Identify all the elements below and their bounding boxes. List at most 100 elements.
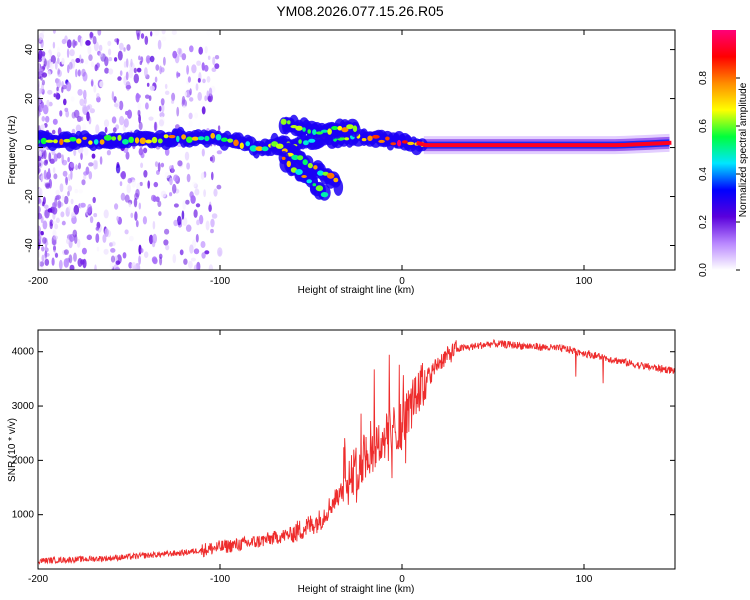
spectrogram-noise-blob [93,213,98,218]
spectrogram-noise-blob [172,253,177,264]
spectrogram-ridge-halo [333,178,344,196]
spectrogram-noise-blob [123,47,126,52]
spectrogram-noise-blob [42,220,48,230]
spectrogram-noise-blob [139,181,143,187]
spectrogram-ridge-core [302,127,306,132]
snr-ticks: -200 -100 0 100 1000 2000 3000 4000 [12,330,675,585]
spectrogram-ridge-core [151,136,158,144]
snr-frame [37,329,676,570]
spectrogram-noise-blob [198,121,202,128]
spectrogram-noise-blob [42,196,46,205]
spectrogram-noise-blob [161,36,167,42]
spectrogram-noise-blob [214,63,220,69]
spectrogram-noise-blob [70,170,73,180]
spectrogram-noise-blob [56,152,62,159]
spectrogram-noise-blob [125,84,132,90]
spectrogram-ridge-core [99,139,105,145]
spectrogram-noise-blob [158,119,165,127]
spectrogram-noise-blob [210,228,214,234]
colorbar-label: Normalized spectral amplitude [738,82,749,217]
spectrogram-noise-blob [52,167,56,174]
spectrogram-noise-blob [46,60,50,70]
spectrogram-noise-blob [127,109,132,119]
spectrogram-ridge-core [145,139,152,144]
spectrogram-ridge-core [215,134,222,141]
spectrogram-noise-blob [95,160,98,170]
spectrogram-noise-blob [109,242,113,247]
spectrogram-noise-blob [38,198,42,204]
spectrogram-x-tick-label: -200 [28,276,48,287]
spectrogram-x-tick-label: 100 [576,276,593,287]
spectrogram-noise-blob [80,152,83,160]
spectrogram-ridge-core [122,139,129,145]
spectrogram-noise-blob [80,37,83,47]
spectrogram-ridge-core [401,140,408,144]
spectrogram-noise-blob [218,250,222,256]
spectrogram-noise-blob [138,121,143,131]
spectrogram-ridge-core [249,145,258,152]
colorbar-tick-label: 0.2 [698,215,709,229]
spectrogram-noise-blob [52,118,58,125]
spectrogram-noise-blob [95,233,100,244]
spectrogram-noise-blob [83,97,87,105]
spectrogram-noise-blob [92,196,96,204]
spectrogram-y-tick-label: 20 [24,93,35,105]
spectrogram-ridge-core [297,155,304,161]
spectrogram-noise-blob [212,56,216,66]
spectrogram-noise-blob [86,234,93,241]
spectrogram-noise-blob [74,165,80,170]
spectrogram-noise-blob [173,203,179,208]
spectrogram-noise-blob [50,121,54,127]
spectrogram-noise-blob [53,153,58,162]
spectrogram-noise-blob [204,95,208,102]
spectrogram-ridge-core [261,146,269,152]
spectrogram-noise-blob [164,171,170,179]
spectrogram-noise-blob [192,181,197,188]
spectrogram-noise-blob [44,258,50,266]
spectrogram-noise-blob [133,73,139,84]
spectrogram-noise-blob [86,105,91,111]
spectrogram-noise-blob [55,92,60,100]
spectrogram-noise-blob [61,81,64,88]
spectrogram-noise-blob [213,188,218,197]
spectrogram-noise-blob [83,171,88,176]
spectrogram-noise-blob [193,264,198,270]
spectrogram-ridge-core [197,136,205,141]
spectrogram-noise-blob [57,57,60,64]
spectrogram-noise-blob [201,252,206,259]
spectrogram-noise-blob [207,55,211,60]
spectrogram-noise-blob [139,61,143,65]
spectrogram-noise-blob [171,92,176,102]
spectrogram-noise-blob [160,98,165,106]
spectrogram-ridge-core [407,141,415,146]
snr-x-tick-label: 100 [576,574,593,585]
spectrogram-noise-blob [66,238,71,245]
spectrogram-noise-blob [207,95,212,102]
spectrogram-ridge-core [157,138,163,144]
spectrogram-ridge-core [176,135,180,143]
spectrogram-noise-blob [68,174,71,181]
spectrogram-noise-blob [114,267,120,270]
spectrogram-noise-blob [208,264,214,270]
spectrogram-noise-blob [88,54,93,61]
spectrogram-noise-blob [183,258,188,265]
spectrogram-ridge-core [117,134,122,141]
spectrogram-noise-blob [140,248,144,253]
spectrogram-noise-blob [204,250,210,255]
spectrogram-noise-blob [45,174,49,181]
spectrogram-noise-blob [57,68,60,75]
spectrogram-ridge-core [327,128,332,135]
spectrogram-noise-blob [191,64,197,74]
spectrogram-noise-blob [164,90,170,96]
spectrogram-noise-blob [69,264,75,270]
spectrogram-noise-blob [65,176,68,186]
spectrogram-noise-blob [79,98,85,107]
spectrogram-noise-blob [145,102,149,110]
snr-y-tick-label: 2000 [12,455,35,466]
spectrogram-noise-blob [67,205,71,213]
spectrogram-noise-blob [39,32,44,40]
spectrogram-noise-blob [159,112,165,118]
spectrogram-noise-blob [181,99,187,108]
spectrogram-ridge-core [40,137,47,145]
spectrogram-noise-blob [119,70,123,76]
